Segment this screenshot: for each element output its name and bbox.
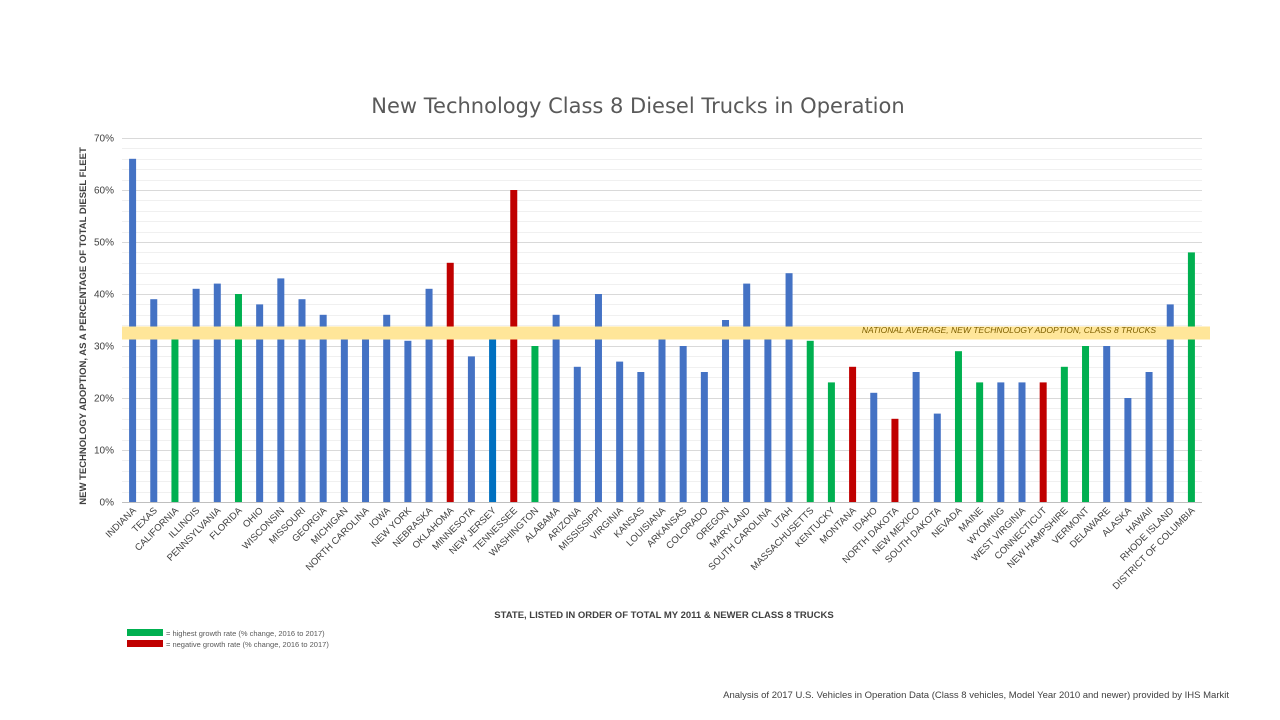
bar-kentucky [827,382,835,502]
y-tick-label: 20% [94,394,114,405]
bar-delaware [1103,346,1111,502]
bar-ohio [256,304,264,502]
bar-virginia [616,361,624,502]
x-axis-category-labels: INDIANATEXASCALIFORNIAILLINOISPENNSYLVAN… [104,505,1198,592]
bar-new-mexico [912,372,920,502]
bar-district-of-columbia [1187,252,1195,502]
bar-idaho [870,392,878,502]
legend-swatch-growth [127,629,163,636]
bar-illinois [192,288,200,502]
bar-vermont [1082,346,1090,502]
bar-arkansas [679,346,687,502]
x-axis-title: STATE, LISTED IN ORDER OF TOTAL MY 2011 … [494,610,833,621]
bar-montana [849,366,857,502]
bar-alabama [552,314,560,502]
bar-wisconsin [277,278,285,502]
bar-oregon [722,320,730,502]
bar-oklahoma [446,262,454,502]
bar-maine [976,382,984,502]
y-tick-label: 60% [94,186,114,197]
bar-michigan [340,335,348,502]
bar-massachusetts [806,340,814,502]
legend-swatch-negative [127,640,163,647]
y-tick-label: 40% [94,290,114,301]
bar-missouri [298,299,306,502]
bar-kansas [637,372,645,502]
legend-label-growth: = highest growth rate (% change, 2016 to… [166,629,325,638]
bar-washington [531,346,539,502]
bar-florida [234,294,242,502]
bar-utah [785,273,793,502]
bar-pennsylvania [213,283,221,502]
national-average-label: NATIONAL AVERAGE, NEW TECHNOLOGY ADOPTIO… [862,325,1156,335]
y-axis-title: NEW TECHNOLOGY ADOPTION, AS A PERCENTAGE… [78,147,89,505]
bar-north-dakota [891,418,899,502]
bars [129,158,1195,503]
bar-maryland [743,283,751,502]
bar-nevada [954,351,962,502]
y-tick-label: 50% [94,238,114,249]
bar-hawaii [1145,372,1153,502]
national-average-band: NATIONAL AVERAGE, NEW TECHNOLOGY ADOPTIO… [122,325,1210,340]
bar-west-virginia [1018,382,1026,502]
bar-texas [150,299,158,502]
y-tick-label: 70% [94,134,114,145]
bar-connecticut [1039,382,1047,502]
bar-new-jersey [489,335,497,502]
source-note: Analysis of 2017 U.S. Vehicles in Operat… [723,690,1229,701]
bar-south-carolina [764,335,772,502]
legend-label-negative: = negative growth rate (% change, 2016 t… [166,640,329,649]
bar-georgia [319,314,327,502]
national-average-bar [122,326,1210,340]
bar-alaska [1124,398,1132,502]
bar-mississippi [594,294,602,502]
y-tick-label: 10% [94,446,114,457]
bar-new-hampshire [1060,366,1068,502]
bar-nebraska [425,288,433,502]
bar-wyoming [997,382,1005,502]
y-tick-label: 30% [94,342,114,353]
bar-south-dakota [933,413,941,502]
bar-louisiana [658,335,666,502]
bar-iowa [383,314,391,502]
bar-arizona [573,366,581,502]
y-axis-ticks: 0% 10% 20% 30% 40% 50% 60% 70% [94,134,114,509]
y-tick-label: 0% [100,498,115,509]
bar-rhode-island [1166,304,1174,502]
bar-colorado [700,372,708,502]
bar-tennessee [510,190,518,502]
chart-title: New Technology Class 8 Diesel Trucks in … [371,94,904,118]
bar-north-carolina [362,335,370,502]
bar-minnesota [467,356,475,502]
bar-california [171,335,179,502]
bar-new-york [404,340,412,502]
legend: = highest growth rate (% change, 2016 to… [127,629,329,649]
